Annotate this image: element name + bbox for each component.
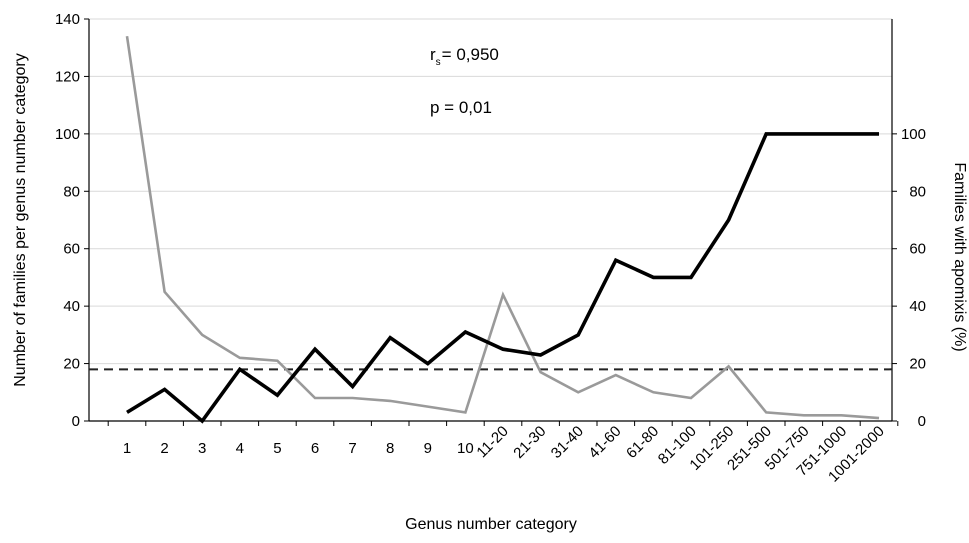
x-tick-label: 3 [198,440,206,457]
y-left-tick-label: 80 [63,183,80,200]
left-axis-ticks: 0 20 40 60 80 100 120 140 [55,11,89,430]
y-left-tick-label: 100 [55,126,80,143]
x-tick-label: 5 [273,440,281,457]
y-right-tick-label: 20 [909,356,926,373]
y-left-tick-label: 40 [63,298,80,315]
x-tick-label: 11-20 [473,423,511,461]
x-tick-label: 2 [160,440,168,457]
x-tick-label: 31-40 [548,423,587,462]
y-right-tick-label: 0 [918,413,926,430]
x-tick-label: 1 [123,440,131,457]
annotation-rs-value: = 0,950 [442,45,499,64]
annotation-rs-subscript: s [436,57,441,68]
y-right-tick-label: 60 [909,241,926,258]
x-tick-label: 4 [236,440,244,457]
series-apomixis-percent-line [126,132,879,424]
y-right-tick-label: 80 [909,183,926,200]
x-tick-label: 7 [348,440,356,457]
y-axis-left-title: Number of families per genus number cate… [12,53,29,387]
y-left-tick-label: 0 [72,413,80,430]
y-right-tick-label: 100 [901,126,926,143]
x-tick-label: 10 [457,440,474,457]
y-left-tick-label: 120 [55,68,80,85]
x-tick-label: 8 [386,440,394,457]
y-right-tick-label: 40 [909,298,926,315]
series-lines [125,36,880,424]
annotation-p: p = 0,01 [430,98,492,117]
plot-frame [88,19,893,422]
y-left-tick-label: 140 [55,11,80,28]
grid-lines [89,18,892,365]
right-axis-ticks: 0 20 40 60 80 100 [892,126,926,430]
x-axis-ticks: 1 2 3 4 5 6 7 8 9 10 11-2021-3031-4041-6061-8081-1… [107,421,899,486]
annotation-rs: rs= 0,950 [430,45,499,68]
y-left-tick-label: 60 [63,241,80,258]
x-tick-label: 41-60 [585,423,624,462]
x-axis-title: Genus number category [405,516,577,533]
y-left-tick-label: 20 [63,356,80,373]
x-tick-label: 6 [311,440,319,457]
series-family-count-line [125,36,880,420]
x-tick-label: 9 [424,440,432,457]
y-axis-right-title: Families with apomixis (%) [951,162,968,351]
x-tick-label: 21-30 [510,423,549,462]
